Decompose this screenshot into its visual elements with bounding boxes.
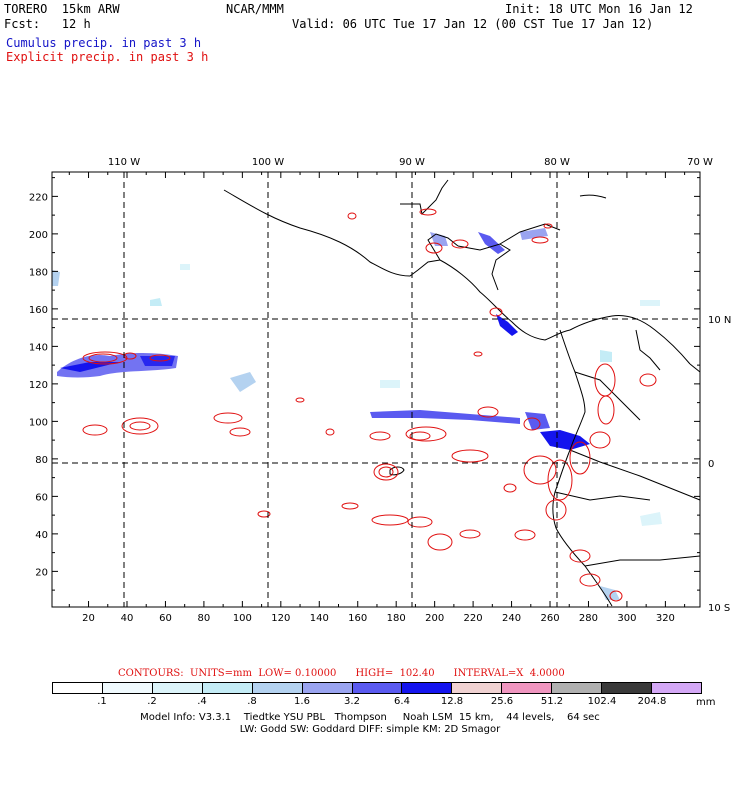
latitude-label: 10 N [708,315,731,326]
x-tick-label: 200 [425,613,444,624]
legend-explicit: Explicit precip. in past 3 h [6,50,209,64]
graticule [52,172,700,607]
x-tick-label: 140 [310,613,329,624]
color-scale-label: .8 [247,696,257,707]
color-scale [52,682,702,694]
axis-labels: 20 40 60 80 100 120 140 160 180 200 220 240 260 280 30… [29,157,731,624]
color-scale-label: 25.6 [490,696,514,707]
y-tick-label: 180 [29,267,48,278]
longitude-label: 100 W [252,157,284,168]
color-scale-labels: .1 .2 .4 .8 1.6 3.2 6.4 12.8 25.6 51.2 102.4 204.8 [52,696,702,708]
longitude-label: 70 W [687,157,713,168]
model-info-line-2: LW: Godd SW: Goddard DIFF: simple KM: 2D… [239,724,501,735]
cumulus-precip-shading [52,228,662,600]
x-tick-label: 100 [233,613,252,624]
x-tick-label: 60 [159,613,172,624]
y-tick-label: 100 [29,417,48,428]
color-scale-label: 102.4 [587,696,617,707]
color-scale-label: .1 [97,696,107,707]
y-tick-label: 60 [35,492,48,503]
x-tick-label: 320 [656,613,675,624]
color-scale-swatch [152,683,203,693]
y-tick-label: 80 [35,455,48,466]
color-scale-swatch [302,683,353,693]
color-scale-swatch [602,683,653,693]
color-scale-label: 1.6 [294,696,310,707]
color-scale-label: 12.8 [440,696,464,707]
color-scale-label: .2 [147,696,157,707]
x-tick-label: 240 [502,613,521,624]
color-scale-swatch [53,683,103,693]
valid-time: Valid: 06 UTC Tue 17 Jan 12 (00 CST Tue … [292,17,654,31]
coastlines [223,179,701,607]
x-tick-label: 80 [198,613,211,624]
color-scale-swatch [252,683,303,693]
legend-cumulus: Cumulus precip. in past 3 h [6,36,202,50]
color-scale-label: 51.2 [540,696,564,707]
scale-units: mm [696,697,716,708]
x-tick-label: 180 [387,613,406,624]
axis-ticks [52,172,700,607]
organization: NCAR/MMM [226,2,284,16]
x-tick-label: 220 [464,613,483,624]
longitude-label: 90 W [399,157,425,168]
model-info-line-1: Model Info: V3.3.1 Tiedtke YSU PBL Thomp… [140,712,600,723]
color-scale-label: .4 [197,696,207,707]
y-tick-label: 120 [29,380,48,391]
latitude-label: 0 [708,459,714,470]
longitude-label: 110 W [108,157,140,168]
color-scale-swatch [502,683,553,693]
y-tick-label: 220 [29,192,48,203]
x-tick-label: 160 [348,613,367,624]
y-tick-label: 140 [29,342,48,353]
color-scale-swatch [452,683,503,693]
x-tick-label: 20 [82,613,95,624]
y-tick-label: 40 [35,530,48,541]
precip-map: 20 40 60 80 100 120 140 160 180 200 220 240 260 280 30… [29,157,731,624]
forecast-hour: Fcst: 12 h [4,17,91,31]
color-scale-swatch [552,683,603,693]
x-tick-label: 280 [579,613,598,624]
color-scale-swatch [102,683,153,693]
color-scale-swatch [352,683,403,693]
color-scale-label: 204.8 [637,696,667,707]
model-title: TORERO 15km ARW [4,2,120,16]
x-tick-label: 120 [271,613,290,624]
color-scale-label: 3.2 [344,696,360,707]
color-scale-swatch [202,683,253,693]
y-tick-label: 200 [29,230,48,241]
latitude-label: 10 S [708,603,730,614]
x-tick-label: 300 [617,613,636,624]
explicit-precip-contours [82,208,657,602]
y-tick-label: 20 [35,567,48,578]
color-scale-swatch [652,683,701,693]
contours-info: CONTOURS: UNITS=mm LOW= 0.10000 HIGH= 10… [118,668,565,679]
x-tick-label: 40 [121,613,134,624]
longitude-label: 80 W [544,157,570,168]
x-tick-label: 260 [540,613,559,624]
color-scale-swatch [402,683,453,693]
y-tick-label: 160 [29,305,48,316]
map-frame [51,171,701,608]
color-scale-label: 6.4 [394,696,410,707]
init-time: Init: 18 UTC Mon 16 Jan 12 [505,2,693,16]
